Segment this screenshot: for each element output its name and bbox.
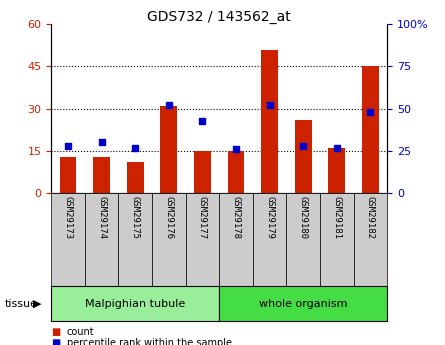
Text: GSM29180: GSM29180: [299, 196, 307, 239]
Text: percentile rank within the sample: percentile rank within the sample: [67, 338, 232, 345]
Bar: [194, 151, 211, 193]
Point: [232, 147, 239, 152]
Bar: [160, 106, 177, 193]
Text: ▶: ▶: [33, 299, 42, 308]
Text: ■: ■: [51, 327, 61, 337]
Text: GSM29177: GSM29177: [198, 196, 207, 239]
Text: count: count: [67, 327, 94, 337]
Bar: [261, 49, 278, 193]
Bar: [127, 162, 144, 193]
Text: GSM29176: GSM29176: [164, 196, 173, 239]
Text: GSM29181: GSM29181: [332, 196, 341, 239]
FancyBboxPatch shape: [320, 193, 353, 286]
Text: ■: ■: [51, 338, 61, 345]
Text: GSM29175: GSM29175: [131, 196, 140, 239]
FancyBboxPatch shape: [51, 193, 85, 286]
FancyBboxPatch shape: [219, 286, 387, 321]
Point: [299, 143, 307, 149]
Bar: [60, 157, 77, 193]
Text: GSM29178: GSM29178: [231, 196, 240, 239]
FancyBboxPatch shape: [152, 193, 186, 286]
Text: GSM29174: GSM29174: [97, 196, 106, 239]
Point: [65, 143, 72, 149]
Bar: [227, 151, 244, 193]
FancyBboxPatch shape: [85, 193, 118, 286]
Bar: [328, 148, 345, 193]
Text: GSM29179: GSM29179: [265, 196, 274, 239]
Bar: [295, 120, 312, 193]
Text: GSM29182: GSM29182: [366, 196, 375, 239]
FancyBboxPatch shape: [253, 193, 287, 286]
FancyBboxPatch shape: [353, 193, 387, 286]
Text: tissue: tissue: [4, 299, 37, 308]
FancyBboxPatch shape: [186, 193, 219, 286]
Text: whole organism: whole organism: [259, 299, 348, 308]
FancyBboxPatch shape: [219, 193, 253, 286]
Point: [367, 109, 374, 115]
FancyBboxPatch shape: [118, 193, 152, 286]
FancyBboxPatch shape: [51, 286, 219, 321]
Bar: [93, 157, 110, 193]
Point: [98, 140, 105, 145]
Text: GSM29173: GSM29173: [64, 196, 73, 239]
Point: [333, 145, 340, 150]
Text: GDS732 / 143562_at: GDS732 / 143562_at: [147, 10, 291, 24]
Point: [199, 118, 206, 123]
Point: [132, 145, 139, 150]
Point: [266, 102, 273, 108]
Point: [165, 102, 172, 108]
Text: Malpighian tubule: Malpighian tubule: [85, 299, 185, 308]
FancyBboxPatch shape: [287, 193, 320, 286]
Bar: [362, 66, 379, 193]
